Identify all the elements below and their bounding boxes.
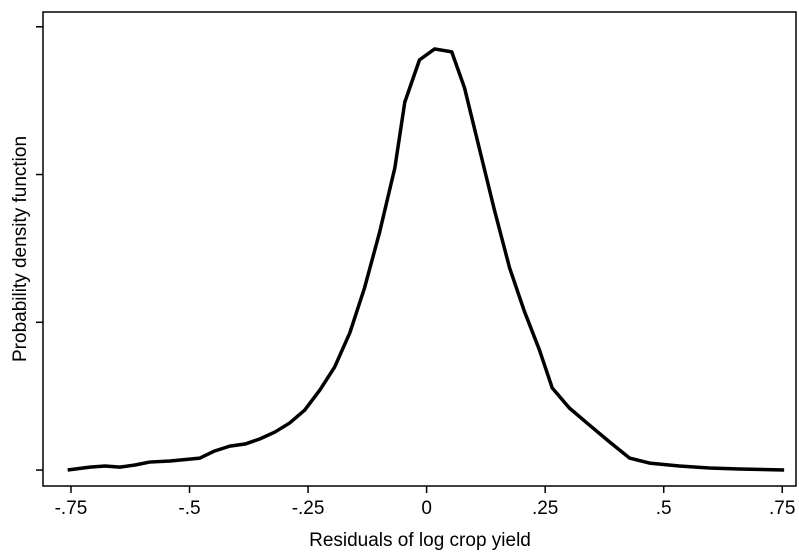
x-axis-label: Residuals of log crop yield — [309, 530, 531, 551]
plot-frame — [42, 11, 797, 487]
x-tick-label: -.75 — [55, 498, 88, 519]
x-tick-label: .75 — [769, 498, 795, 519]
y-axis-label: Probability density function — [10, 136, 31, 362]
x-tick-label: -.5 — [178, 498, 200, 519]
x-tick-label: .25 — [532, 498, 558, 519]
x-tick-label: .5 — [656, 498, 672, 519]
x-tick-label: 0 — [421, 498, 432, 519]
density-line — [67, 47, 785, 472]
x-tick-label: -.25 — [292, 498, 325, 519]
